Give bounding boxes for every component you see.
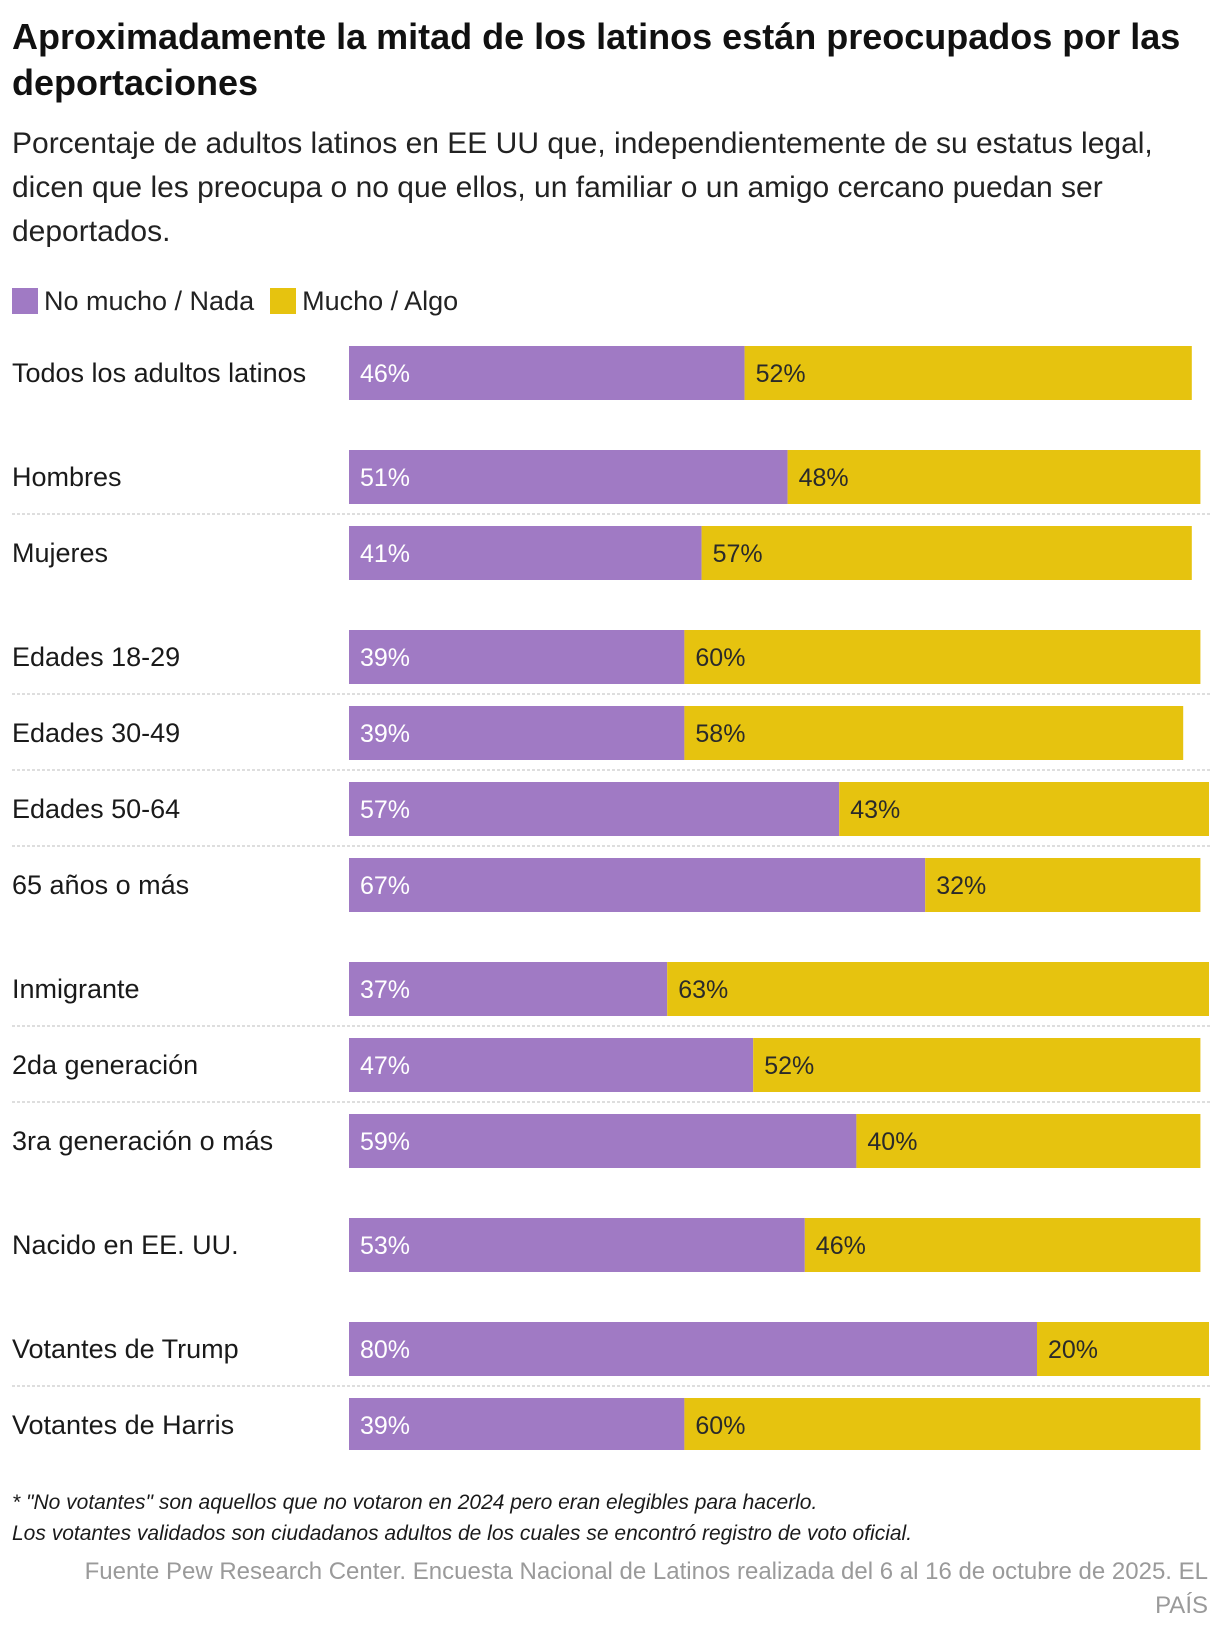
category-label: 3ra generación o más [12, 1126, 273, 1156]
category-label: Edades 18-29 [12, 642, 180, 672]
data-label: 57% [713, 540, 763, 568]
category-label: 65 años o más [12, 870, 189, 900]
data-label: 41% [360, 540, 410, 568]
legend-swatch-no-mucho [12, 288, 38, 314]
legend-swatch-mucho [270, 288, 297, 314]
data-label: 46% [360, 360, 410, 388]
data-label: 46% [816, 1232, 866, 1260]
bar-segment-no-mucho [349, 526, 702, 580]
bar-segment-no-mucho [349, 1322, 1037, 1376]
category-label: Edades 50-64 [12, 794, 180, 824]
data-label: 20% [1048, 1336, 1098, 1364]
bar-segment-mucho [684, 630, 1201, 684]
legend: No mucho / Nada Mucho / Algo [12, 283, 474, 319]
bar-segment-mucho [787, 450, 1201, 504]
bar-segment-no-mucho [349, 346, 745, 400]
bar-segment-mucho [856, 1114, 1201, 1168]
data-label: 60% [695, 644, 745, 672]
bar-segment-mucho [804, 1218, 1201, 1272]
bar-segment-no-mucho [349, 1114, 857, 1168]
bar-segment-no-mucho [349, 782, 840, 836]
bar-segment-no-mucho [349, 450, 788, 504]
bar-segment-no-mucho [349, 706, 685, 760]
bar-segment-mucho [667, 962, 1209, 1016]
bar-segment-mucho [753, 1038, 1201, 1092]
category-label: Votantes de Harris [12, 1410, 234, 1440]
bar-segment-no-mucho [349, 1038, 754, 1092]
category-label: Todos los adultos latinos [12, 358, 306, 388]
data-label: 39% [360, 720, 410, 748]
data-label: 60% [695, 1412, 745, 1440]
legend-item-mucho: Mucho / Algo [270, 286, 458, 317]
data-label: 47% [360, 1052, 410, 1080]
data-label: 53% [360, 1232, 410, 1260]
data-label: 59% [360, 1128, 410, 1156]
footnote-1: * "No votantes" son aquellos que no vota… [12, 1491, 818, 1514]
bar-segment-mucho [744, 346, 1192, 400]
footnotes: * "No votantes" son aquellos que no vota… [12, 1487, 1202, 1549]
footnote-2: Los votantes validados son ciudadanos ad… [12, 1522, 913, 1545]
category-label: Inmigrante [12, 974, 140, 1004]
category-label: Mujeres [12, 538, 108, 568]
stacked-bar-chart: Todos los adultos latinos 46% 52% Hombres 51… [12, 346, 1210, 1450]
bar-segment-no-mucho [349, 1218, 805, 1272]
legend-item-no-mucho: No mucho / Nada [12, 286, 254, 317]
data-label: 58% [695, 720, 745, 748]
data-label: 32% [936, 872, 986, 900]
chart-subtitle: Porcentaje de adultos latinos en EE UU q… [12, 127, 1153, 248]
legend-label-no-mucho: No mucho / Nada [44, 285, 255, 316]
data-label: 39% [360, 1412, 410, 1440]
bar-segment-mucho [839, 782, 1209, 836]
category-label: Hombres [12, 462, 122, 492]
data-label: 52% [756, 360, 806, 388]
source-credit: Fuente Pew Research Center. Encuesta Nac… [84, 1558, 1208, 1619]
bar-segment-mucho [684, 706, 1184, 760]
data-label: 67% [360, 872, 410, 900]
data-label: 63% [678, 976, 728, 1004]
category-label: 2da generación [12, 1050, 198, 1080]
category-label: Nacido en EE. UU. [12, 1230, 239, 1260]
category-label: Edades 30-49 [12, 718, 180, 748]
data-label: 52% [764, 1052, 814, 1080]
data-label: 40% [867, 1128, 917, 1156]
data-label: 43% [850, 796, 900, 824]
bar-segment-mucho [1037, 1322, 1209, 1376]
bar-segment-no-mucho [349, 858, 926, 912]
data-label: 48% [799, 464, 849, 492]
bar-segment-mucho [925, 858, 1201, 912]
data-label: 39% [360, 644, 410, 672]
bar-segment-no-mucho [349, 630, 685, 684]
bar-segment-mucho [684, 1398, 1201, 1450]
bar-segment-no-mucho [349, 962, 668, 1016]
legend-label-mucho: Mucho / Algo [302, 285, 459, 316]
category-label: Votantes de Trump [12, 1334, 239, 1364]
chart-title: Aproximadamente la mitad de los latinos … [12, 16, 1181, 103]
bar-segment-no-mucho [349, 1398, 685, 1450]
bar-segment-mucho [701, 526, 1192, 580]
data-label: 37% [360, 976, 410, 1004]
data-label: 80% [360, 1336, 410, 1364]
data-label: 51% [360, 464, 410, 492]
data-label: 57% [360, 796, 410, 824]
